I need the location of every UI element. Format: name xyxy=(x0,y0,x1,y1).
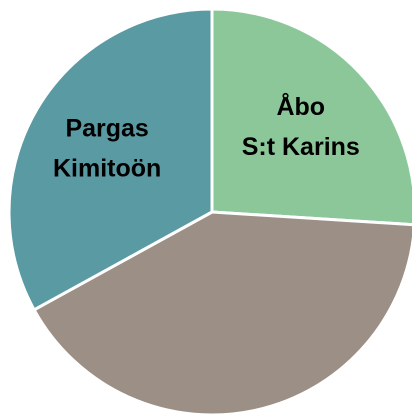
slice-label: Kimitoön xyxy=(53,155,161,183)
slice-label: Åbo xyxy=(276,92,325,121)
pie-slice xyxy=(210,7,412,227)
slice-label: S:t Karins xyxy=(242,133,360,161)
slice-label: Pargas xyxy=(65,115,148,143)
pie-slice xyxy=(7,7,214,312)
pie-slice xyxy=(32,210,412,417)
